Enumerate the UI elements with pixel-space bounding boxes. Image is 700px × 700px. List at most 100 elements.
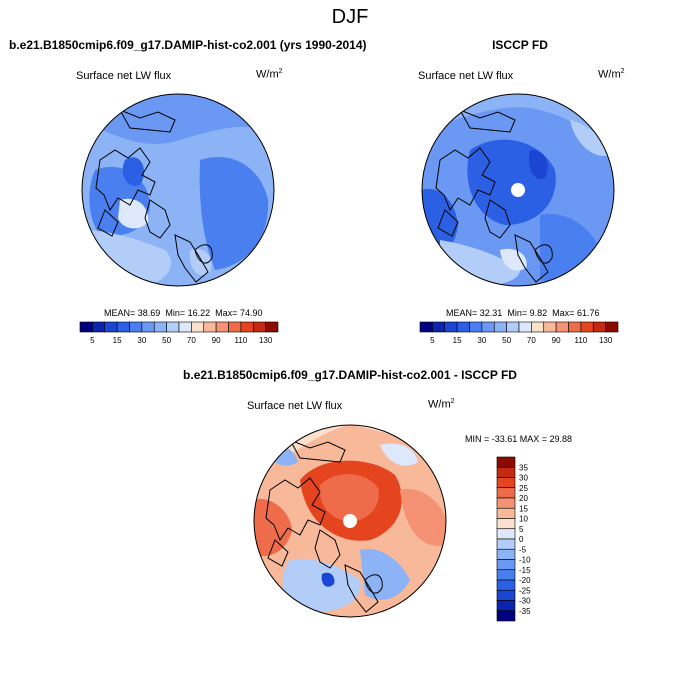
obs-units-label: W/m2 [598, 68, 625, 81]
model-colorbar-swatch [116, 321, 130, 333]
diff-colorbar-tick-label: -25 [519, 586, 531, 595]
obs-colorbar-swatch [605, 321, 619, 333]
model-colorbar-swatch [228, 321, 242, 333]
diff-colorbar-swatch [496, 528, 516, 540]
obs-colorbar-tick-label: 30 [477, 336, 486, 345]
model-colorbar-tick-label: 50 [162, 336, 171, 345]
obs-colorbar-swatch [432, 321, 446, 333]
diff-colorbar-tick-label: -10 [519, 556, 531, 565]
model-colorbar-swatch [240, 321, 254, 333]
model-colorbar-tick-label: 30 [137, 336, 146, 345]
model-stats: MEAN= 38.69 Min= 16.22 Max= 74.90 [104, 308, 263, 318]
obs-colorbar-swatch [469, 321, 483, 333]
obs-colorbar-tick-label: 90 [552, 336, 561, 345]
model-var-label: Surface net LW flux [76, 70, 172, 82]
obs-map-border [421, 93, 615, 287]
diff-colorbar-tick-label: -20 [519, 576, 531, 585]
diff-colorbar-swatch [496, 466, 516, 478]
obs-colorbar-tick-label: 130 [599, 336, 613, 345]
diff-colorbar-swatch [496, 548, 516, 560]
diff-colorbar-tick-label: -30 [519, 597, 531, 606]
model-colorbar-swatch [166, 321, 180, 333]
model-colorbar-tick-label: 90 [212, 336, 221, 345]
model-colorbar-swatch [141, 321, 155, 333]
model-colorbar-swatch [203, 321, 217, 333]
model-colorbar-swatch [153, 321, 167, 333]
obs-polar-hole [511, 183, 525, 197]
obs-colorbar-swatch [493, 321, 507, 333]
model-map [82, 94, 274, 286]
obs-colorbar-swatch [518, 321, 532, 333]
obs-colorbar-tick-label: 15 [453, 336, 462, 345]
model-coastlines [95, 109, 213, 283]
diff-colorbar-tick-label: -35 [519, 607, 531, 616]
diff-colorbar-swatch [496, 538, 516, 550]
model-colorbar: 5 15 30 50 70 90 110 130 [79, 321, 279, 345]
diff-colorbar-tick-label: 10 [519, 515, 528, 524]
model-colorbar-swatch [191, 321, 205, 333]
obs-colorbar: 5 15 30 50 70 90 110 130 [419, 321, 619, 345]
obs-colorbar-swatch [543, 321, 557, 333]
model-colorbar-swatch [215, 321, 229, 333]
obs-colorbar-swatch [419, 321, 433, 333]
obs-colorbar-tick-label: 50 [502, 336, 511, 345]
obs-colorbar-swatch [444, 321, 458, 333]
diff-colorbar-tick-label: 15 [519, 504, 528, 513]
obs-colorbar-swatch [592, 321, 606, 333]
model-colorbar-swatch [79, 321, 93, 333]
model-units-label: W/m2 [256, 68, 283, 81]
model-colorbar-swatch [129, 321, 143, 333]
diff-colorbar-tick-label: 20 [519, 494, 528, 503]
model-colorbar-tick-label: 70 [187, 336, 196, 345]
obs-colorbar-swatch [456, 321, 470, 333]
diff-colorbar-swatch [496, 610, 516, 622]
obs-coastlines [435, 109, 553, 283]
figure-title: DJF [331, 6, 369, 28]
diff-colorbar-tick-label: 30 [519, 474, 528, 483]
obs-colorbar-swatch [555, 321, 569, 333]
model-colorbar-swatch [104, 321, 118, 333]
model-colorbar-tick-label: 130 [259, 336, 273, 345]
model-colorbar-tick-label: 5 [90, 336, 95, 345]
diff-colorbar-tick-label: 35 [519, 463, 528, 472]
diff-colorbar-tick-label: 0 [519, 535, 524, 544]
model-panel-header: b.e21.B1850cmip6.f09_g17.DAMIP-hist-co2.… [9, 38, 367, 52]
obs-colorbar-swatch [580, 321, 594, 333]
diff-colorbar-swatch [496, 497, 516, 509]
diff-units-label: W/m2 [428, 398, 455, 411]
diff-colorbar-tick-label: -5 [519, 545, 527, 554]
diff-panel-header: b.e21.B1850cmip6.f09_g17.DAMIP-hist-co2.… [183, 368, 517, 382]
diff-colorbar-swatch [496, 518, 516, 530]
diff-coastlines [265, 439, 383, 613]
model-colorbar-swatch [178, 321, 192, 333]
diff-colorbar-swatch [496, 559, 516, 571]
diff-polar-hole [343, 514, 357, 528]
obs-colorbar-swatch [506, 321, 520, 333]
obs-stats: MEAN= 32.31 Min= 9.82 Max= 61.76 [446, 308, 600, 318]
diff-colorbar-swatch [496, 456, 516, 468]
model-colorbar-tick-label: 110 [234, 336, 247, 345]
diff-colorbar-tick-label: -15 [519, 566, 531, 575]
diff-colorbar-swatch [496, 600, 516, 612]
diff-colorbar-swatch [496, 569, 516, 581]
diff-var-label: Surface net LW flux [247, 400, 343, 412]
model-colorbar-swatch [265, 321, 279, 333]
diff-colorbar-swatch [496, 487, 516, 499]
obs-panel-header: ISCCP FD [492, 38, 548, 52]
diff-colorbar-swatch [496, 589, 516, 601]
obs-colorbar-swatch [531, 321, 545, 333]
diff-colorbar-swatch [496, 579, 516, 591]
obs-colorbar-tick-label: 110 [574, 336, 587, 345]
diff-colorbar-swatch [496, 507, 516, 519]
diff-minmax: MIN = -33.61 MAX = 29.88 [465, 434, 573, 444]
obs-colorbar-tick-label: 70 [527, 336, 536, 345]
obs-colorbar-tick-label: 5 [430, 336, 435, 345]
model-colorbar-swatch [252, 321, 266, 333]
obs-var-label: Surface net LW flux [418, 70, 514, 82]
diff-colorbar-tick-label: 5 [519, 525, 524, 534]
obs-colorbar-swatch [568, 321, 582, 333]
model-colorbar-tick-label: 15 [113, 336, 122, 345]
obs-colorbar-swatch [481, 321, 495, 333]
